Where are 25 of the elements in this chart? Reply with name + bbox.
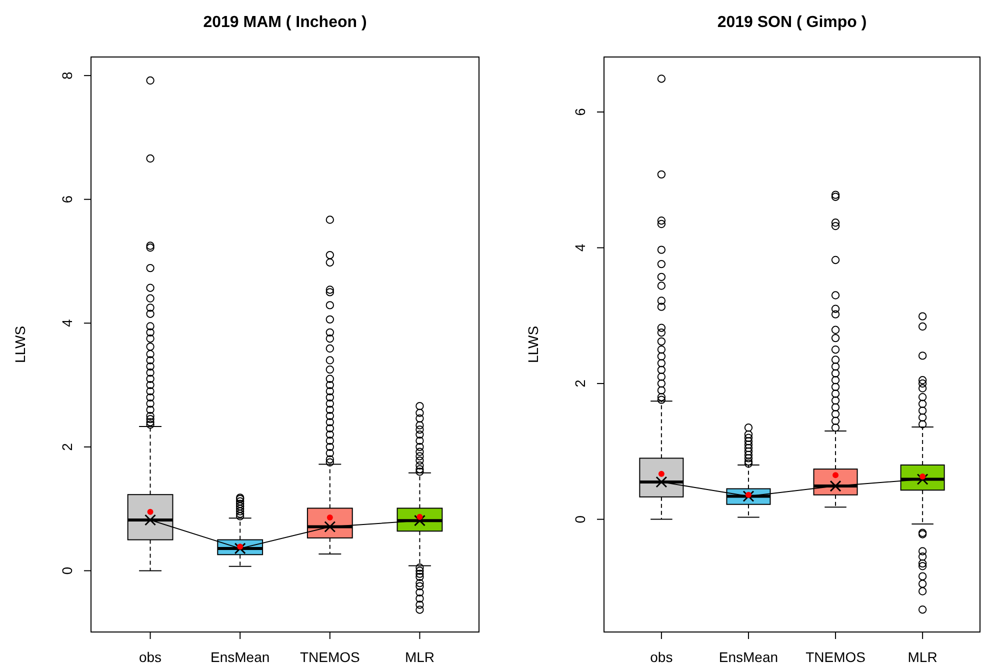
point bbox=[326, 514, 333, 520]
x-tick-label: EnsMean bbox=[718, 649, 778, 665]
x-tick-label: obs bbox=[138, 649, 162, 665]
point bbox=[147, 508, 154, 515]
x-tick-label: MLR bbox=[908, 649, 938, 665]
x-tick-label: MLR bbox=[404, 649, 435, 665]
y-axis-title: LLWS bbox=[12, 326, 28, 364]
y-tick-label: 4 bbox=[59, 319, 75, 328]
y-tick-label: 6 bbox=[572, 108, 588, 116]
y-tick-label: 2 bbox=[59, 442, 75, 451]
x-tick-label: TNEMOS bbox=[806, 649, 866, 665]
y-axis-title: LLWS bbox=[525, 326, 541, 364]
y-tick-label: 6 bbox=[59, 195, 75, 204]
point bbox=[237, 544, 244, 550]
chart-title: 2019 SON ( Gimpo ) bbox=[717, 14, 867, 31]
y-tick-label: 4 bbox=[572, 244, 588, 252]
y-tick-label: 8 bbox=[59, 71, 75, 80]
x-tick-label: TNEMOS bbox=[300, 649, 360, 665]
point bbox=[416, 514, 423, 520]
y-tick-label: 0 bbox=[572, 515, 588, 524]
y-tick-label: 2 bbox=[572, 379, 588, 388]
y-tick-label: 0 bbox=[59, 566, 75, 575]
x-tick-label: EnsMean bbox=[210, 649, 270, 665]
x-tick-label: obs bbox=[650, 649, 673, 665]
chart-title: 2019 MAM ( Incheon ) bbox=[203, 14, 367, 31]
